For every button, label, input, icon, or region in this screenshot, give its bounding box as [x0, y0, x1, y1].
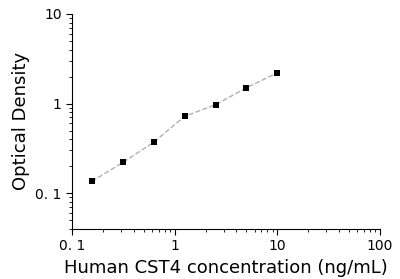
Point [274, 71, 280, 75]
X-axis label: Human CST4 concentration (ng/mL): Human CST4 concentration (ng/mL) [64, 259, 388, 277]
Point [243, 86, 250, 90]
Point [212, 102, 219, 107]
Point [120, 160, 126, 165]
Y-axis label: Optical Density: Optical Density [12, 52, 30, 191]
Point [89, 179, 95, 184]
Point [150, 140, 157, 145]
Point [182, 114, 188, 119]
